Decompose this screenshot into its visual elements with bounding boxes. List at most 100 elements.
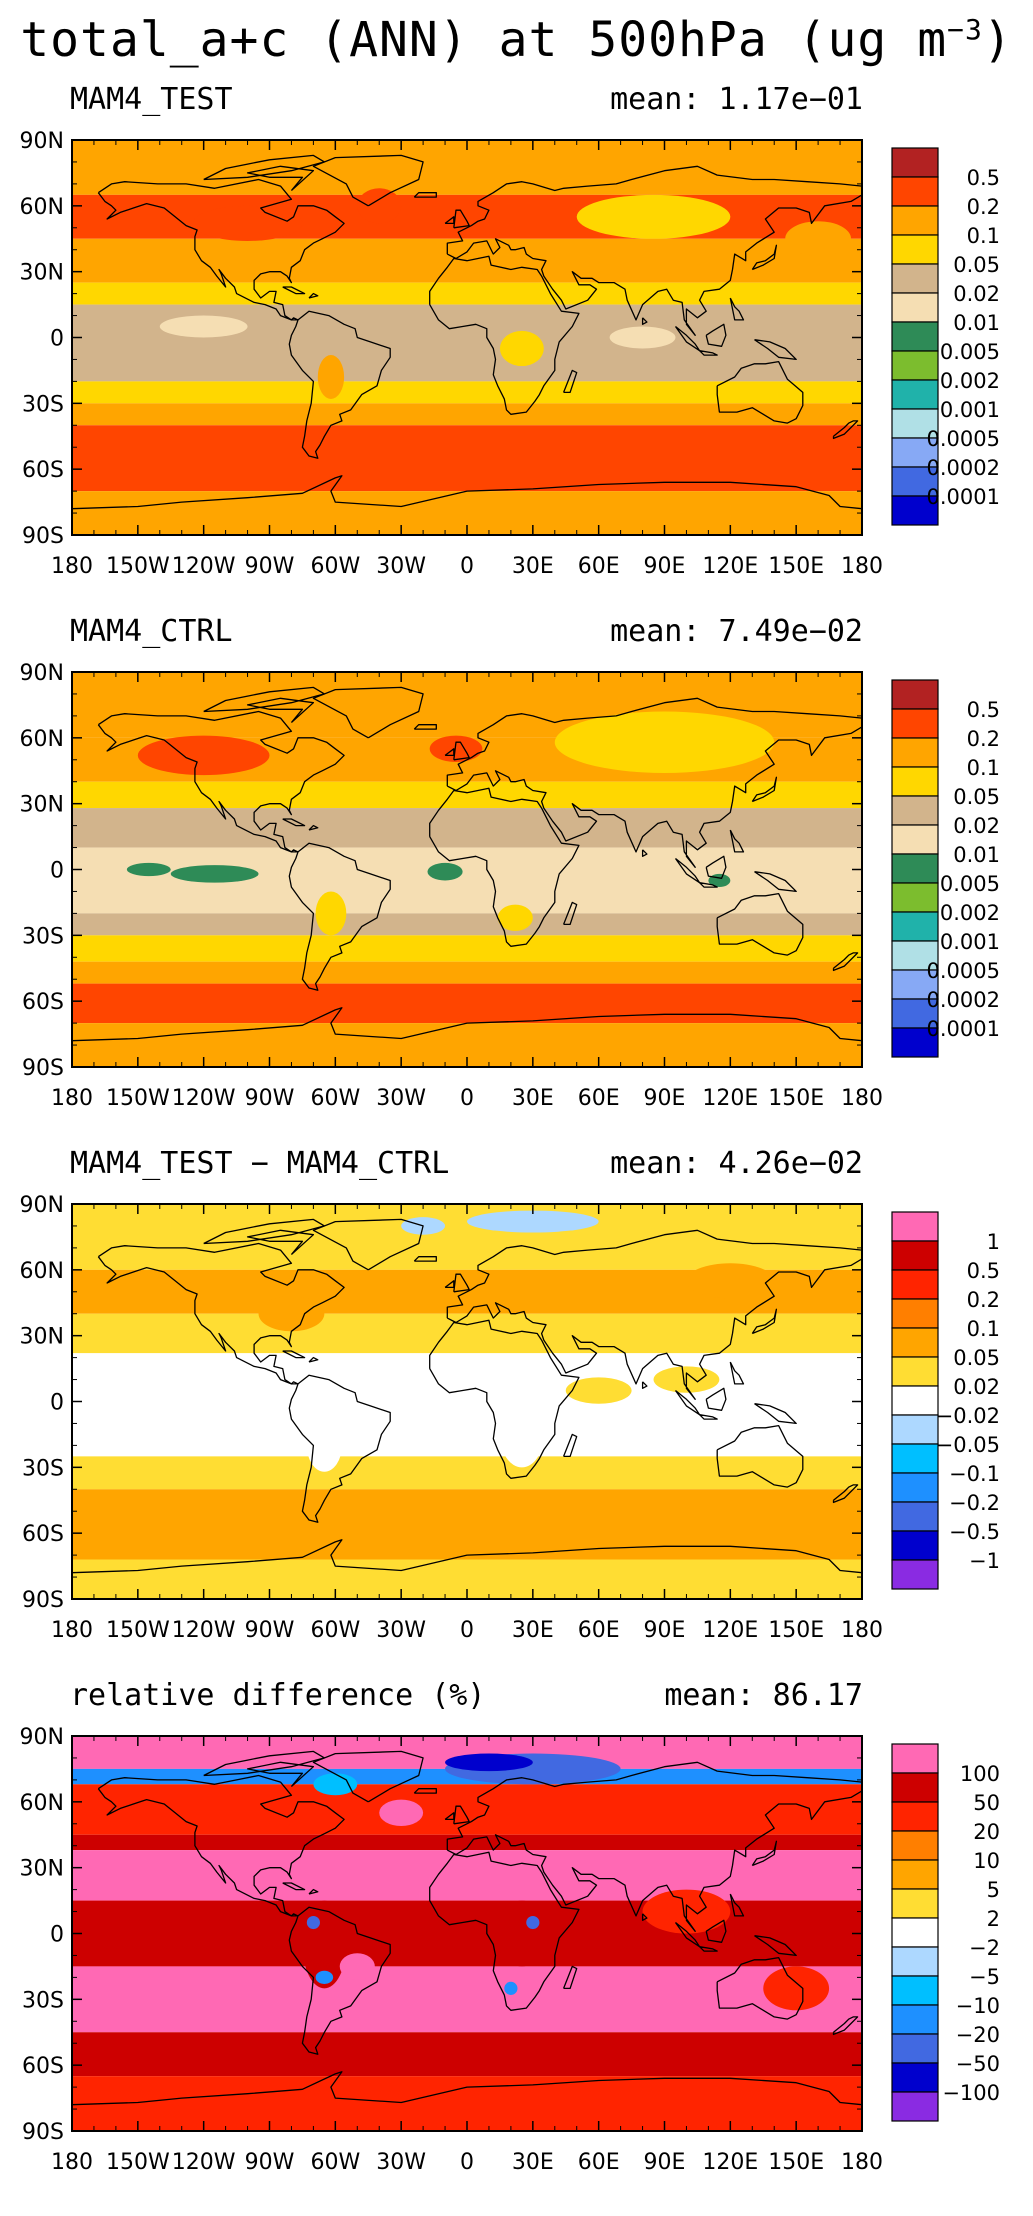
colorbar-swatch [891,766,939,797]
lat-tick-label: 30N [20,1857,64,1882]
colorbar-swatch [891,1027,939,1058]
coastline [699,1414,718,1420]
field-patch [609,326,676,349]
coastline [444,216,455,225]
colorbar-swatch [891,1975,939,2006]
colorbar-swatch [891,1743,939,1774]
coastline [203,1750,326,1777]
colorbar-swatch [891,737,939,768]
lat-tick-label: 60N [20,1791,64,1816]
lon-tick-label: 120E [702,1086,758,1111]
field-band [72,1353,862,1457]
coastline [705,323,727,347]
colorbar-swatch [891,292,939,323]
colorbar-label: 0.2 [967,195,1000,219]
coastline [699,350,718,356]
coastline [674,857,701,884]
colorbar-swatch [891,437,939,468]
colorbar: 0.5 0.2 0.1 0.05 0.02 0.01 0.005 0.002 0.001 0.00… [891,679,1000,1058]
lon-tick-label: 150W [106,2150,170,2175]
lat-tick-label: 30S [22,392,64,417]
colorbar-label: 0.002 [940,369,1000,393]
field-band [72,961,862,984]
coastline [453,741,470,761]
map-chart: 90N 60N 30N 0 30S 60S 90S 180 150W 120W 90W 60W 30W 0… [20,661,1000,1111]
lon-tick-label: 90E [644,2150,686,2175]
field-patch [466,1210,599,1233]
field-band [72,983,862,1024]
field-patch [379,1799,424,1826]
coastline [72,1539,862,1574]
coastline [705,1919,727,1943]
lon-tick-label: 150W [106,554,170,579]
figure-title-exponent: −3 [947,13,983,46]
coastline [729,1361,745,1385]
field-patch [192,205,303,241]
lat-tick-label: 90S [22,1588,64,1613]
coastline [308,1888,319,1895]
field-band [72,808,862,848]
field-band [72,381,862,404]
lat-tick-label: 60N [20,195,64,220]
coastline [312,154,424,207]
colorbar-label: 100 [960,1762,1000,1786]
colorbar-swatch [891,795,939,826]
map-chart: 90N 60N 30N 0 30S 60S 90S 180 150W 120W 90W 60W 30W 0… [20,1193,1000,1643]
colorbar-swatch [891,1414,939,1445]
coastline [832,2016,859,2036]
field-patch [554,711,775,773]
lon-tick-label: 60E [578,1618,620,1643]
colorbar-swatch [891,2033,939,2064]
colorbar-label: 0.0001 [927,485,1000,509]
colorbar-swatch [891,940,939,971]
colorbar-swatch [891,708,939,739]
lon-tick-label: 0 [460,1618,474,1643]
field-band [72,1900,862,1967]
coastline [729,829,745,853]
field-band [72,1784,862,1835]
colorbar-swatch [891,1501,939,1532]
field-band [72,1456,862,1490]
coastline [312,686,424,739]
field-patch [315,891,347,936]
coastline [729,297,745,321]
lon-tick-label: 30E [512,2150,554,2175]
colorbar-label: 50 [973,1791,1000,1815]
colorbar-label: 0.002 [940,901,1000,925]
colorbar: 0.5 0.2 0.1 0.05 0.02 0.01 0.005 0.002 0.001 0.00… [891,147,1000,526]
lon-tick-label: 30W [376,2150,426,2175]
colorbar-swatch [891,882,939,913]
field-band [72,403,862,426]
field-patch [357,188,402,224]
colorbar-swatch [891,350,939,381]
colorbar-label: −2 [969,1936,1000,1960]
colorbar-label: 0.02 [953,282,1000,306]
coastline [754,1935,797,1957]
colorbar-label: 0.005 [940,340,1000,364]
colorbar-swatch [891,2062,939,2093]
field-patch [137,735,270,776]
colorbar-swatch [891,176,939,207]
lat-tick-label: 90N [20,1725,64,1750]
colorbar-label: −100 [942,2081,1000,2105]
field-band [72,1489,862,1560]
map-chart: 90N 60N 30N 0 30S 60S 90S 180 150W 120W 90W 60W 30W 0… [20,129,1000,579]
field-patch [565,1377,632,1404]
coastline [705,1387,727,1411]
map-panel: MAM4_CTRL mean: 7.49e−02 90N 60N 30N 0 30S 60… [0,612,1033,1152]
coastline [641,317,648,325]
field-band [72,194,862,239]
coastline [288,1906,391,2055]
coastline [641,1381,648,1389]
colorbar-label: 0.5 [967,166,1000,190]
coastline [312,1218,424,1271]
field-patch [763,1966,830,2011]
lon-tick-label: 60E [578,554,620,579]
map-panel: MAM4_TEST − MAM4_CTRL mean: 4.26e−02 90N… [0,1144,1033,1684]
panel-title: MAM4_CTRL [70,614,233,649]
colorbar-label: −10 [956,1994,1000,2018]
lon-tick-label: 150W [106,1618,170,1643]
lat-tick-label: 90N [20,129,64,154]
colorbar-label: 0.0005 [927,427,1000,451]
lat-tick-label: 90N [20,1193,64,1218]
